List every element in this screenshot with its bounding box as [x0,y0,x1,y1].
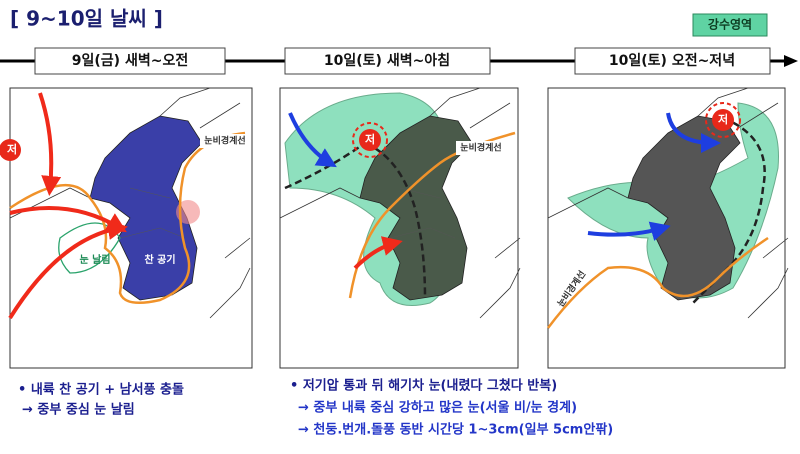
time-box [284,47,491,75]
boundary-label: 눈비경계선 [204,135,245,147]
map-panel: 저 눈비경계선 [547,87,789,369]
time-box [574,47,771,75]
low-ring [705,102,741,138]
trough-line [692,116,766,304]
legend-box [692,13,768,37]
label-bg [456,141,506,155]
note-line: • 저기압 통과 뒤 해기차 눈(내렸다 그쳤다 반복) [290,378,557,394]
boundary-label: 눈비경계선 [460,142,501,154]
wind-arrow [587,221,671,241]
notes: • 내륙 찬 공기 + 남서풍 충돌 → 중부 중심 눈 날림 • 저기압 통과… [18,378,613,438]
time-label: 9일(금) 새벽~오전 [72,52,188,69]
note-line: → 중부 내륙 중심 강하고 많은 눈(서울 비/눈 경계) [298,400,577,416]
title: [ 9~10일 날씨 ] [10,7,163,31]
boundary-line [9,131,246,305]
wind-arrow [8,220,128,320]
note-line: • 내륙 찬 공기 + 남서풍 충돌 [18,382,184,398]
note-line: → 천둥.번개.돌풍 동반 시간당 1~3cm(일부 5cm안팎) [298,422,613,438]
boundary-line [547,236,769,329]
snow-label: 눈 날림 [79,253,110,266]
time-headers: 9일(금) 새벽~오전 10일(토) 새벽~아침 10일(토) 오전~저녁 [34,47,771,75]
low-mark [712,109,734,131]
time-box [34,47,226,75]
map-panel: 저 눈비경계선 눈 날림 찬 공기 [0,87,253,369]
time-label: 10일(토) 새벽~아침 [324,52,450,69]
low-label: 저 [718,112,728,126]
time-label: 10일(토) 오전~저녁 [609,52,735,69]
low-mark [359,129,381,151]
low-mark [0,139,21,161]
low-label: 저 [365,132,375,146]
wind-arrow [353,236,403,270]
label-bg [200,134,250,148]
low-ring [352,122,388,158]
note-line: → 중부 중심 눈 날림 [22,402,135,418]
hot-spot [176,200,200,224]
wind-arrow [666,112,721,153]
map-panel: 저 눈비경계선 [279,87,521,369]
timeline-head [784,55,798,67]
legend-label: 강수영역 [708,17,752,32]
cold-label: 찬 공기 [144,253,175,266]
wind-arrow [288,112,337,168]
wind-arrow [38,92,62,196]
low-label: 저 [7,142,17,156]
